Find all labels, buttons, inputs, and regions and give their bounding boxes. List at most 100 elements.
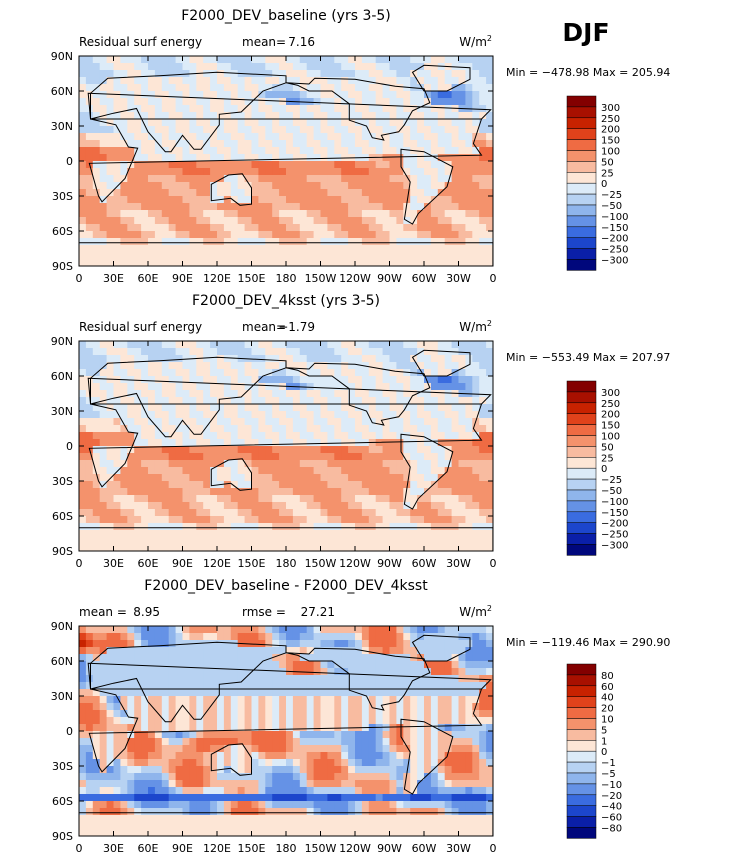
colorbar-swatch	[567, 107, 596, 118]
field-cell	[252, 84, 260, 92]
field-cell	[203, 537, 211, 545]
field-cell	[155, 495, 163, 503]
field-cell	[120, 759, 128, 767]
field-cell	[376, 516, 384, 524]
field-cell	[79, 238, 87, 246]
field-cell	[252, 224, 260, 232]
field-cell	[169, 633, 177, 641]
field-cell	[238, 369, 246, 377]
field-cell	[265, 752, 273, 760]
field-cell	[238, 411, 246, 419]
field-cell	[300, 168, 308, 176]
field-cell	[403, 418, 411, 426]
field-cell	[383, 731, 391, 739]
field-cell	[459, 731, 467, 739]
field-cell	[258, 112, 266, 120]
field-cell	[486, 467, 494, 475]
field-cell	[355, 411, 363, 419]
field-cell	[438, 530, 446, 538]
field-cell	[321, 446, 329, 454]
field-cell	[452, 544, 460, 552]
field-cell	[169, 224, 177, 232]
field-cell	[86, 355, 94, 363]
field-cell	[293, 481, 301, 489]
field-cell	[86, 210, 94, 218]
field-cell	[279, 453, 287, 461]
field-cell	[424, 467, 432, 475]
field-cell	[334, 523, 342, 531]
field-cell	[79, 133, 87, 141]
field-cell	[279, 126, 287, 134]
field-cell	[369, 731, 377, 739]
field-cell	[183, 523, 191, 531]
field-cell	[431, 210, 439, 218]
field-cell	[403, 362, 411, 370]
field-cell	[486, 182, 494, 190]
field-cell	[252, 544, 260, 552]
field-cell	[307, 341, 315, 349]
field-cell	[300, 112, 308, 120]
field-cell	[100, 752, 108, 760]
field-cell	[334, 168, 342, 176]
field-cell	[327, 175, 335, 183]
field-cell	[189, 77, 197, 85]
field-cell	[417, 745, 425, 753]
lon-tick-label: 30E	[103, 272, 124, 285]
field-cell	[100, 91, 108, 99]
field-cell	[445, 196, 453, 204]
field-cell	[183, 259, 191, 267]
field-cell	[279, 474, 287, 482]
field-cell	[203, 362, 211, 370]
field-cell	[327, 63, 335, 71]
field-cell	[203, 238, 211, 246]
field-cell	[341, 460, 349, 468]
field-cell	[176, 446, 184, 454]
field-cell	[293, 453, 301, 461]
field-cell	[341, 654, 349, 662]
field-cell	[258, 126, 266, 134]
min-max-label: Min = −553.49 Max = 207.97	[506, 351, 670, 364]
field-cell	[217, 710, 225, 718]
field-cell	[196, 411, 204, 419]
field-cell	[231, 523, 239, 531]
field-cell	[176, 112, 184, 120]
field-cell	[148, 668, 156, 676]
panel-units: W/m2	[459, 319, 492, 334]
field-cell	[293, 502, 301, 510]
field-cell	[396, 724, 404, 732]
field-cell	[334, 231, 342, 239]
field-cell	[396, 460, 404, 468]
field-cell	[334, 182, 342, 190]
field-cell	[189, 425, 197, 433]
field-cell	[390, 203, 398, 211]
field-cell	[390, 724, 398, 732]
field-cell	[355, 376, 363, 384]
field-cell	[162, 133, 170, 141]
field-cell	[293, 675, 301, 683]
field-cell	[231, 481, 239, 489]
field-cell	[107, 752, 115, 760]
field-cell	[417, 252, 425, 260]
field-cell	[417, 724, 425, 732]
field-cell	[176, 252, 184, 260]
field-cell	[265, 633, 273, 641]
field-cell	[410, 259, 418, 267]
field-cell	[169, 432, 177, 440]
colorbar-label: −250	[601, 245, 628, 256]
field-cell	[424, 710, 432, 718]
map-field	[79, 56, 494, 267]
field-cell	[114, 70, 122, 78]
field-cell	[127, 217, 135, 225]
field-cell	[162, 530, 170, 538]
field-cell	[79, 369, 87, 377]
field-cell	[162, 467, 170, 475]
field-cell	[424, 126, 432, 134]
field-cell	[169, 537, 177, 545]
field-cell	[314, 752, 322, 760]
field-cell	[369, 425, 377, 433]
field-cell	[465, 341, 473, 349]
field-cell	[120, 369, 128, 377]
field-cell	[120, 210, 128, 218]
field-cell	[224, 703, 232, 711]
field-cell	[183, 432, 191, 440]
